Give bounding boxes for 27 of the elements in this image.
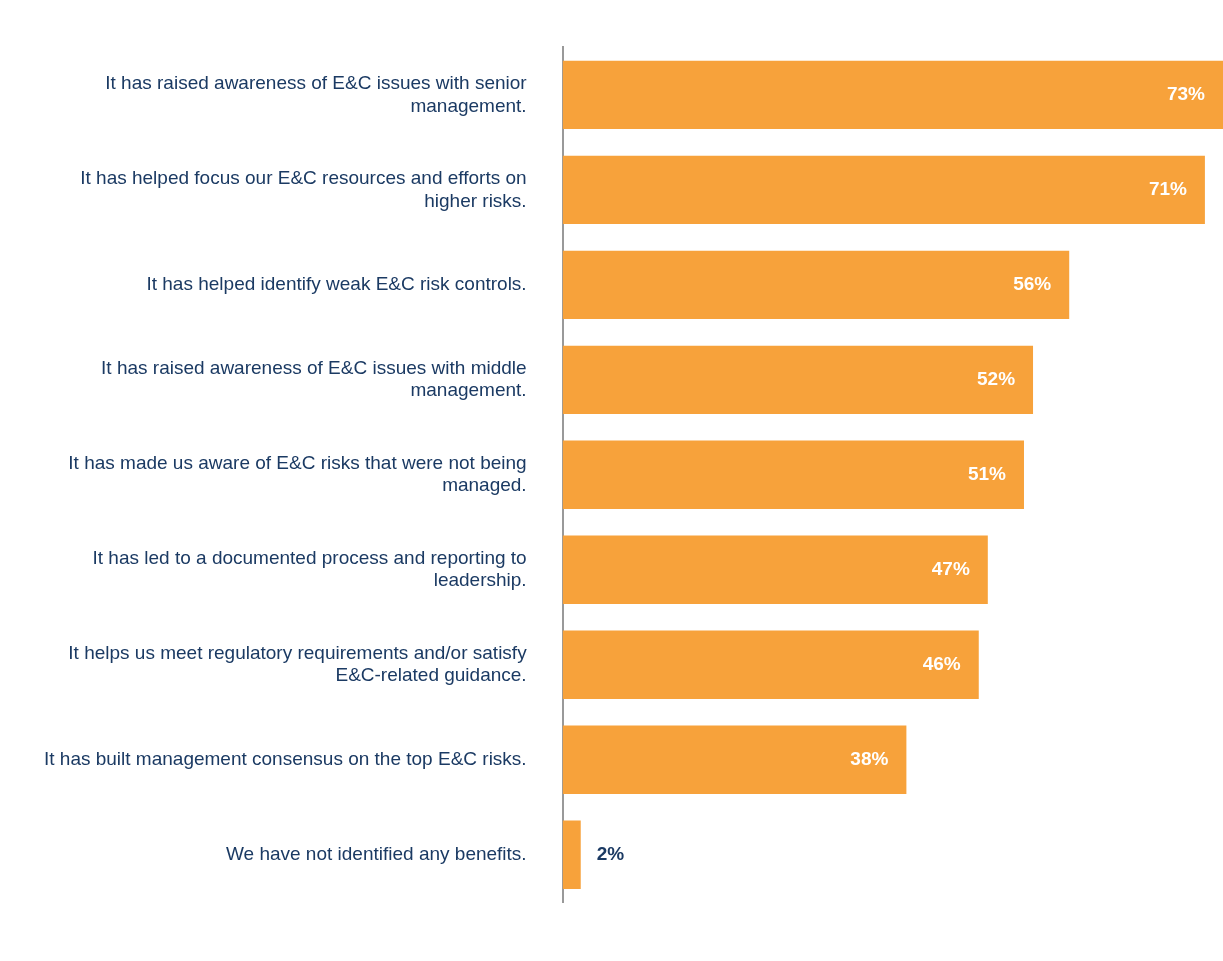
- y-tick-label: It helps us meet regulatory requirements and/or satisfy E&C-related guidance.: [68, 641, 528, 686]
- bar: [562, 345, 1034, 415]
- bar: [562, 630, 979, 699]
- data-label: 47%: [931, 558, 970, 580]
- bar: [562, 250, 1070, 320]
- y-tick-label: It has led to a documented process and reporting to leadership.: [92, 546, 527, 591]
- data-label: 56%: [1013, 273, 1052, 295]
- bar: [562, 155, 1205, 225]
- y-tick-label: It has made us aware of E&C risks that were not being managed.: [68, 451, 527, 496]
- y-tick-label: It has raised awareness of E&C issues with middle management.: [101, 356, 527, 401]
- data-label: 46%: [922, 652, 961, 674]
- data-label: 2%: [596, 842, 625, 864]
- bar: [562, 60, 1223, 130]
- bar: [562, 440, 1024, 509]
- data-label: 51%: [967, 463, 1007, 485]
- data-label: 38%: [850, 747, 889, 769]
- data-label: 73%: [1166, 83, 1206, 105]
- y-tick-label: It has raised awareness of E&C issues with senior management.: [105, 71, 528, 116]
- bar: [562, 820, 581, 889]
- bar: [562, 535, 988, 604]
- y-tick-label: We have not identified any benefits.: [225, 842, 527, 864]
- y-tick-label: It has helped identify weak E&C risk controls.: [146, 273, 527, 295]
- bar: [562, 725, 907, 794]
- data-label: 71%: [1148, 178, 1188, 200]
- y-tick-label: It has helped focus our E&C resources and efforts on higher risks.: [80, 166, 527, 211]
- data-label: 52%: [977, 368, 1016, 390]
- y-tick-label: It has built management consensus on the top E&C risks.: [43, 747, 527, 769]
